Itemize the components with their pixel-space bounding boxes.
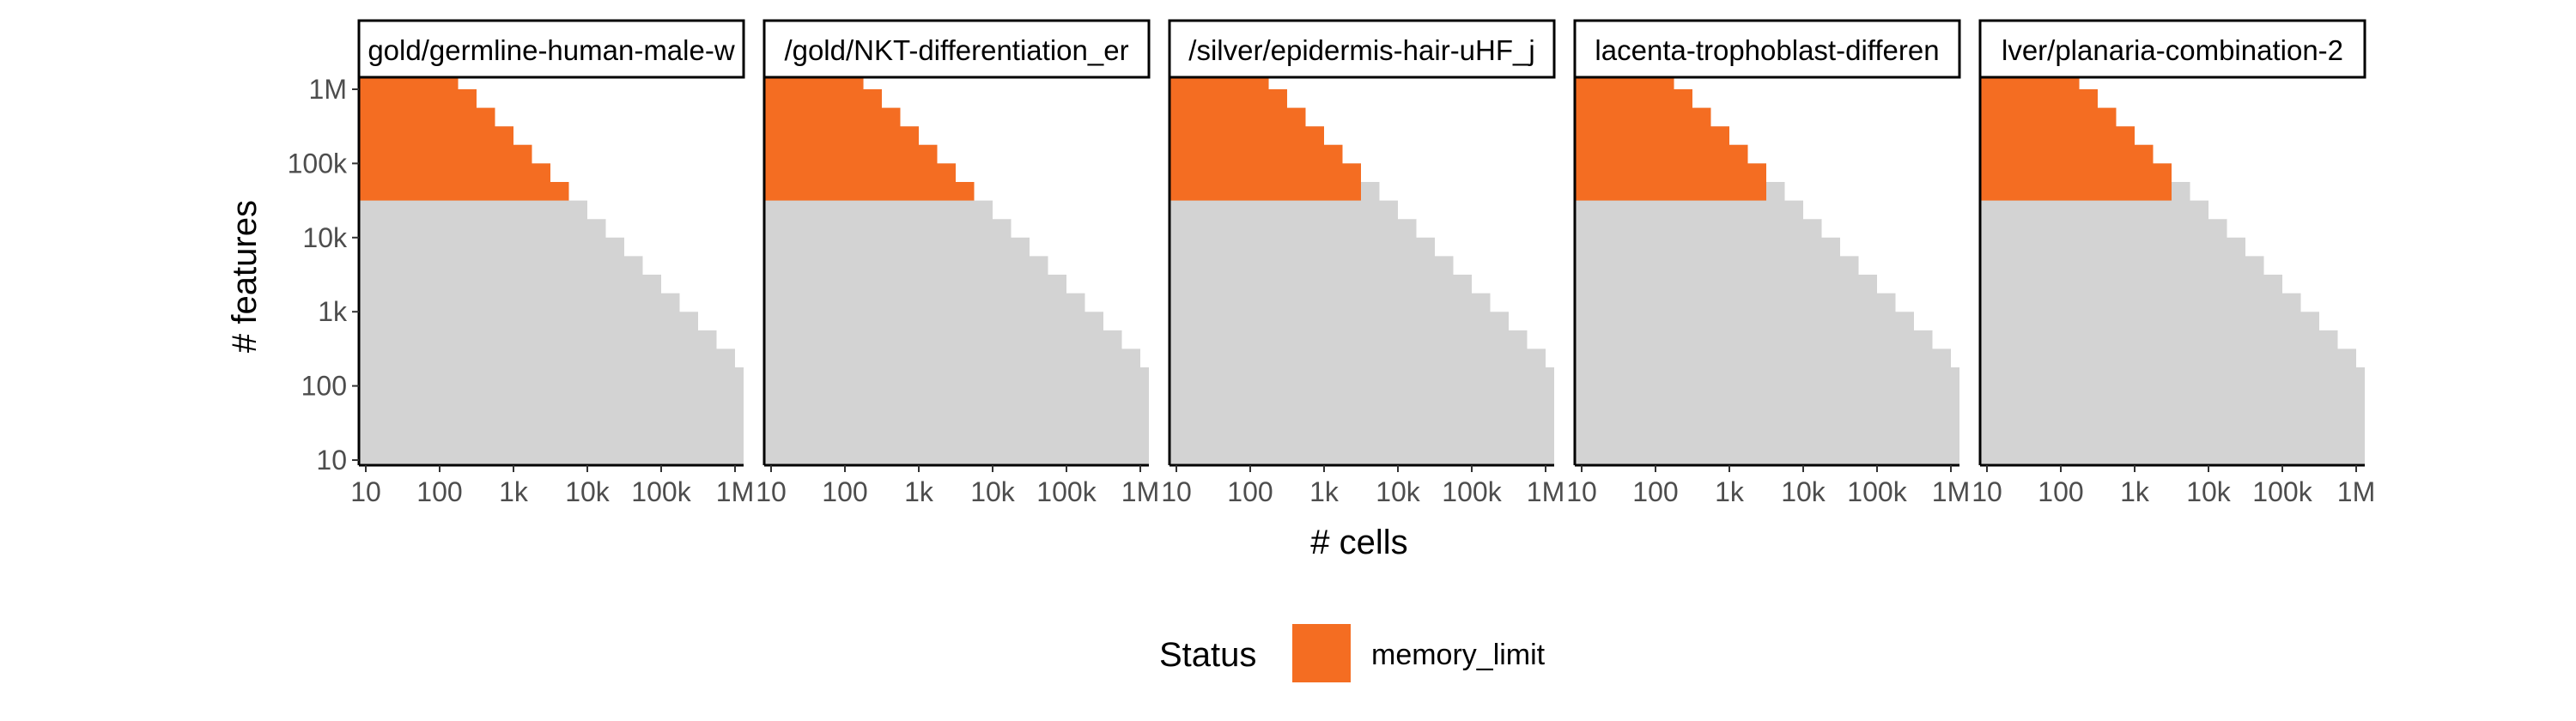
y-tick-label: 10k [302,222,348,253]
x-tick-label: 1k [2120,476,2150,507]
x-tick-label: 1k [499,476,529,507]
memory-limit-area [1170,77,1554,201]
x-tick-label: 10 [350,476,381,507]
facet-strip [357,19,745,79]
x-tick-label: 100k [2252,476,2312,507]
x-tick-label: 1M [1121,476,1159,507]
legend-label-memory-limit: memory_limit [1371,639,1546,671]
x-tick-label: 100k [1442,476,1502,507]
x-tick-label: 100k [1036,476,1097,507]
facet-strip-label: /gold/NKT-differentiation_er [784,34,1128,66]
x-tick-label: 10k [970,476,1016,507]
facet-panel-3: 10 100 1k 10k 100k 1M/silver/epidermis-hair-u… [1161,19,1564,507]
x-tick-label: 10k [565,476,611,507]
facet-strip-label: gold/germline-human-male-w [368,34,735,66]
legend-title: Status [1159,636,1256,674]
legend-key-memory-limit [1292,624,1351,682]
x-tick-label: 100 [1632,476,1678,507]
x-tick-label: 10 [1971,476,2002,507]
x-tick-label: 10k [1376,476,1421,507]
y-tick-label: 10 [316,445,347,476]
facet-strip-label: /silver/epidermis-hair-uHF_j [1188,34,1534,66]
x-tick-label: 1M [716,476,754,507]
memory-limit-area [359,77,744,201]
x-tick-label: 10 [756,476,787,507]
y-tick-label: 1M [309,74,347,105]
x-tick-label: 100 [2038,476,2083,507]
y-tick-label: 100 [301,371,347,402]
memory-limit-area [764,77,1149,201]
memory-limit-area [1980,77,2365,201]
x-tick-label: 1M [1527,476,1564,507]
facet-panel-4: 10 100 1k 10k 100k 1M lacenta-trophoblast-diff… [1566,19,1970,507]
facet-strip [1978,19,2366,79]
memory-limit-area [1575,77,1959,201]
facet-strip-label: lacenta-trophoblast-differen [1595,34,1939,66]
x-tick-label: 100k [631,476,691,507]
x-tick-label: 10k [1781,476,1826,507]
facet-strip [762,19,1151,79]
facet-panel-5: 10 100 1k 10k 100k 1M lver/planaria-combinatio… [1971,19,2375,507]
facet-strip-label: lver/planaria-combination-2 [2002,34,2343,66]
facet-panels: 10 100 1k 10k 100k 1M101001k10k100k1Mgold/ger… [288,19,2375,507]
x-axis-title: # cells [1310,524,1407,561]
x-tick-label: 10 [1566,476,1597,507]
facet-strip [1573,19,1961,79]
x-tick-label: 100 [1227,476,1273,507]
x-tick-label: 10 [1161,476,1192,507]
x-tick-label: 100 [822,476,867,507]
x-tick-label: 1k [1309,476,1340,507]
y-tick-label: 1k [318,296,348,327]
x-tick-label: 1M [2337,476,2375,507]
x-tick-label: 1k [904,476,934,507]
legend: Status memory_limit [1159,624,1546,682]
y-tick-label: 100k [288,148,348,179]
y-axis-title: # features [226,200,264,353]
x-tick-label: 1M [1932,476,1970,507]
x-tick-label: 100 [416,476,462,507]
x-tick-label: 100k [1847,476,1907,507]
facet-panel-1: 10 100 1k 10k 100k 1M 10 100 1k 10k 100k 1M gold/ger… [288,19,754,507]
x-tick-label: 10k [2186,476,2232,507]
x-tick-label: 1k [1715,476,1745,507]
facet-panel-2: 10 100 1k 10k 100k 1M/gold/NKT-differentiatio… [756,19,1159,507]
facet-strip [1168,19,1556,79]
